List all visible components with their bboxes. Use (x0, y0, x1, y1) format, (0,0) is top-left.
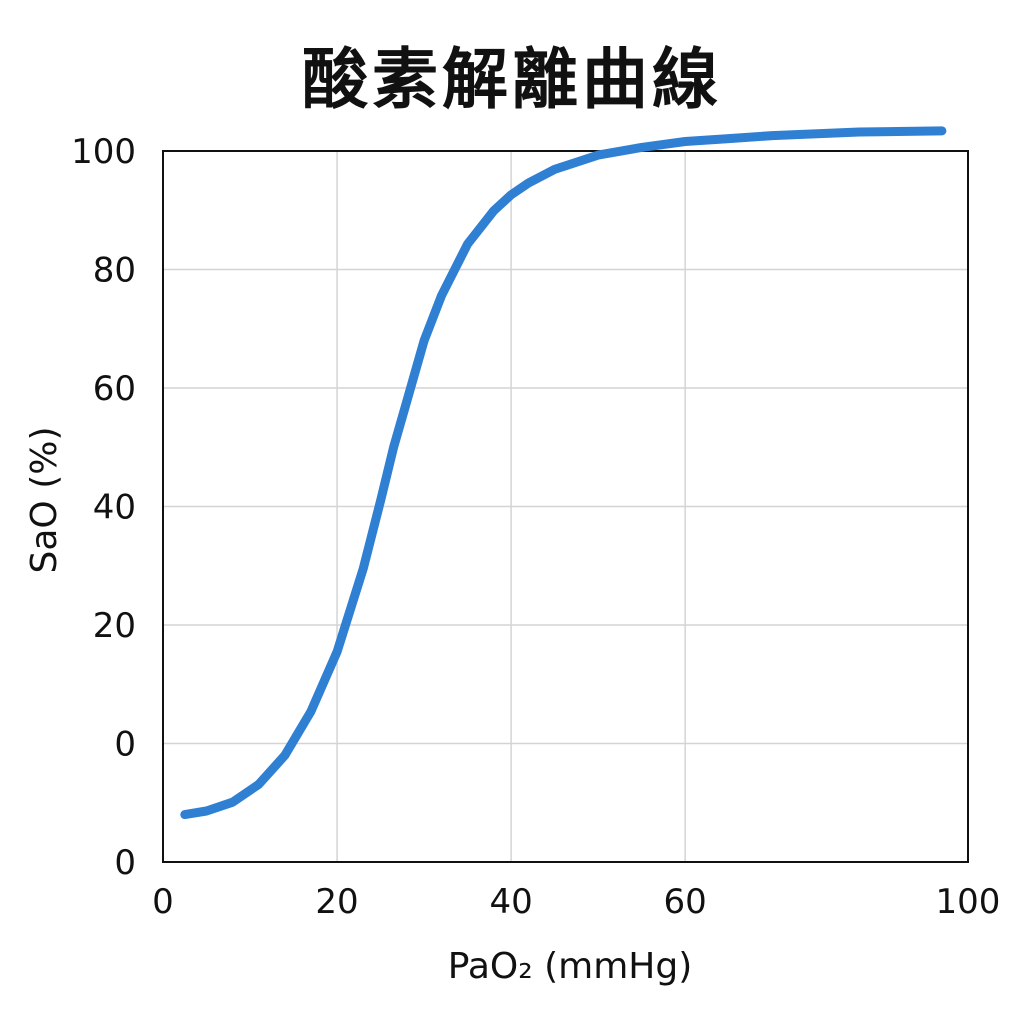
y-tick-label-0: 0 (114, 843, 136, 883)
data-line (180, 126, 947, 820)
x-axis-label: PaO₂ (mmHg) (448, 946, 693, 987)
x-tick-label-4: 100 (936, 882, 1001, 922)
x-tick-label-3: 60 (664, 882, 707, 922)
x-tick-label-1: 20 (315, 882, 358, 922)
y-tick-label-4: 60 (93, 369, 136, 409)
plot-area-border (162, 150, 969, 863)
chart-title: 酸素解離曲線 (302, 41, 722, 118)
x-tick-labels: 0 20 40 60 100 (152, 882, 1000, 922)
y-tick-label-1: 0 (114, 725, 136, 765)
y-tick-label-6: 100 (71, 132, 136, 172)
x-tick-label-0: 0 (152, 882, 174, 922)
y-axis-label: SaO (%) (24, 427, 65, 574)
y-tick-labels: 0 0 20 40 60 80 100 (71, 132, 136, 883)
y-tick-label-5: 80 (93, 251, 136, 291)
grid-lines (163, 151, 968, 862)
x-tick-label-2: 40 (489, 882, 532, 922)
y-tick-label-3: 40 (93, 488, 136, 528)
y-tick-label-2: 20 (93, 606, 136, 646)
